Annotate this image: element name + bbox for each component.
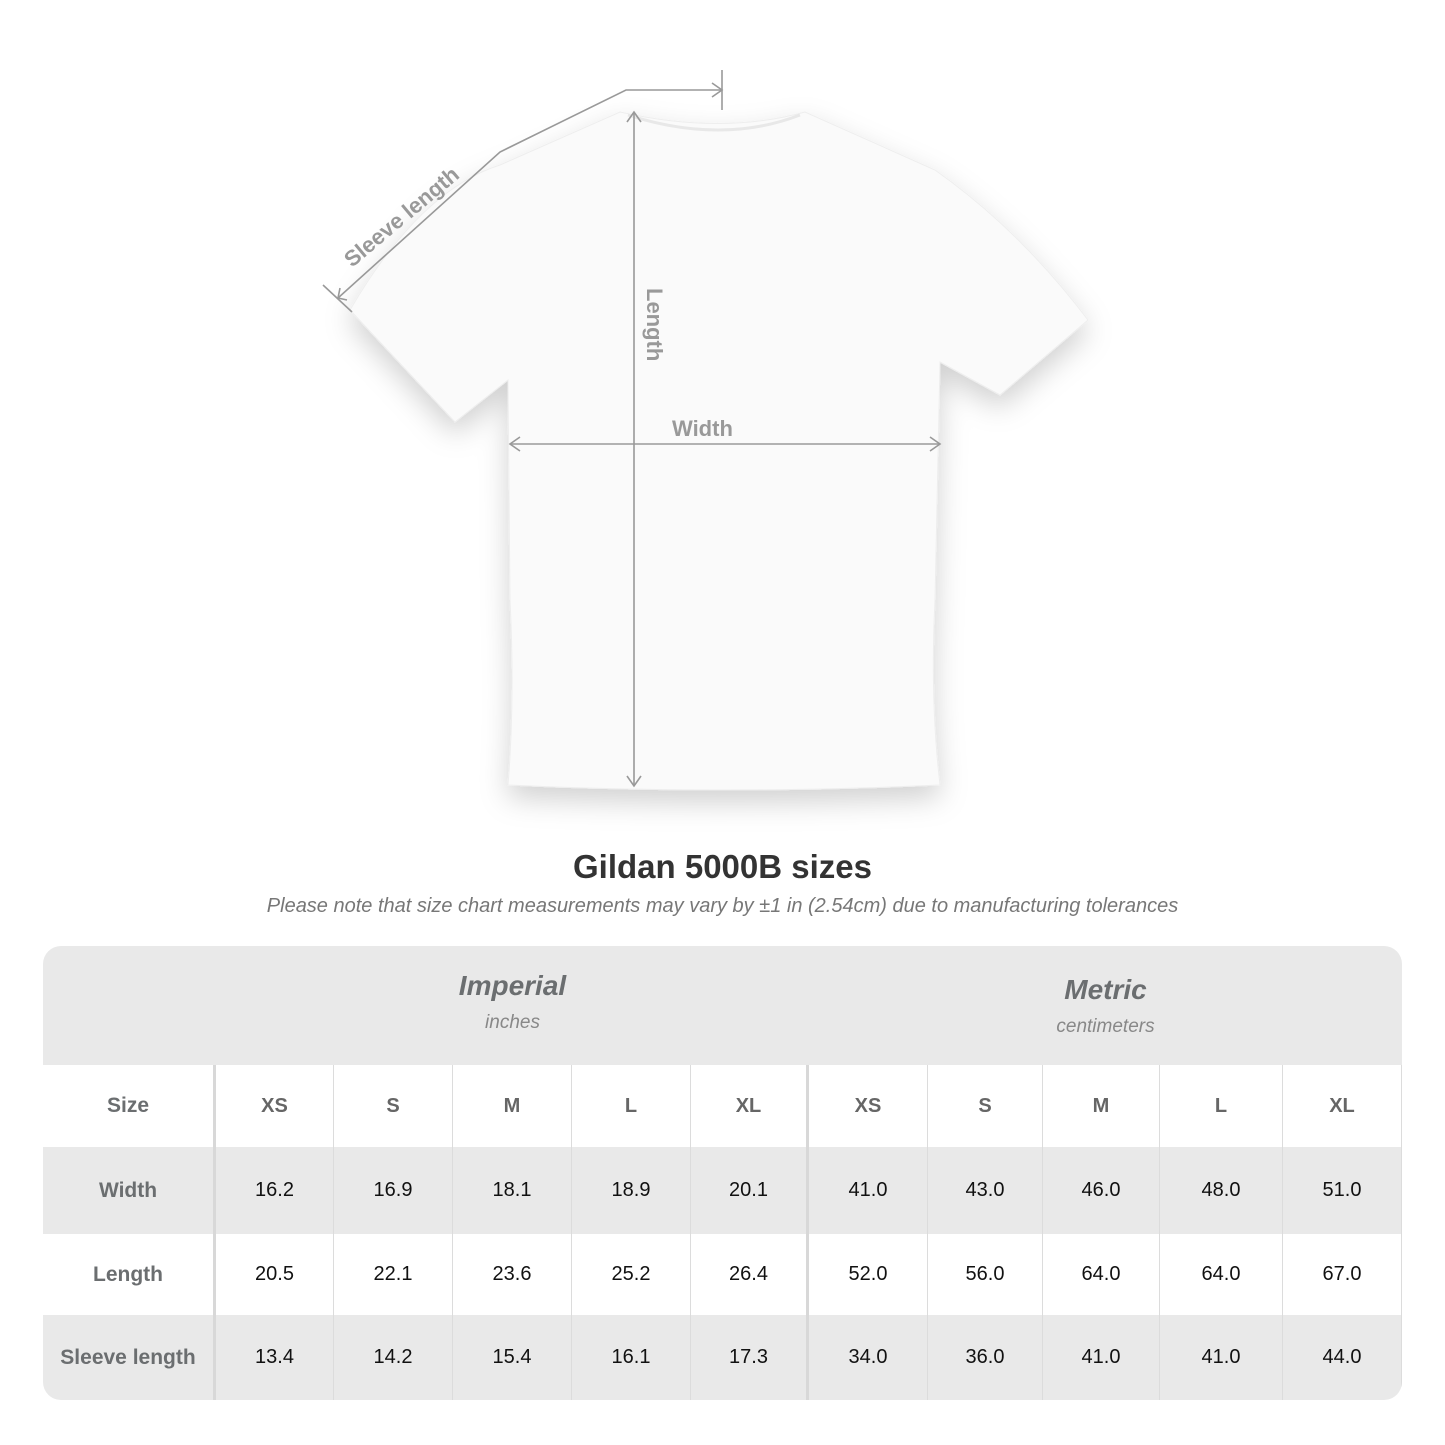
table-cell: 52.0 xyxy=(809,1234,928,1315)
table-cell: M xyxy=(453,1065,572,1147)
width-label: Width xyxy=(672,416,733,441)
table-cell: L xyxy=(572,1065,691,1147)
table-cell: 16.2 xyxy=(216,1147,334,1234)
table-cell: 20.1 xyxy=(691,1147,809,1234)
table-cell: 18.1 xyxy=(453,1147,572,1234)
table-cell: 36.0 xyxy=(928,1315,1043,1400)
table-cell: 25.2 xyxy=(572,1234,691,1315)
tshirt-diagram: Sleeve length Length Width xyxy=(322,70,1089,791)
table-row: Width 16.2 16.9 18.1 18.9 20.1 41.0 43.0 46.0 48.… xyxy=(43,1147,1402,1234)
tshirt-shape xyxy=(349,111,1089,791)
table-cell: 48.0 xyxy=(1160,1147,1283,1234)
table-cell: 15.4 xyxy=(453,1315,572,1400)
table-row: Length 20.5 22.1 23.6 25.2 26.4 52.0 56.0 64.0 64… xyxy=(43,1234,1402,1315)
length-label: Length xyxy=(642,288,667,361)
imperial-title: Imperial xyxy=(458,970,567,1001)
table-cell: 23.6 xyxy=(453,1234,572,1315)
table-cell: 41.0 xyxy=(1160,1315,1283,1400)
table-cell: 16.9 xyxy=(334,1147,453,1234)
table-cell: 51.0 xyxy=(1283,1147,1402,1234)
table-cell: XL xyxy=(1283,1065,1402,1147)
tolerance-note: Please note that size chart measurements… xyxy=(266,895,1179,917)
table-cell: 14.2 xyxy=(334,1315,453,1400)
row-label: Sleeve length xyxy=(43,1315,216,1400)
table-cell: XL xyxy=(691,1065,809,1147)
table-header: Imperial inches Metric centimeters xyxy=(43,946,1402,1065)
table-cell: L xyxy=(1160,1065,1283,1147)
table-cell: 46.0 xyxy=(1043,1147,1160,1234)
table-cell: XS xyxy=(216,1065,334,1147)
table-cell: 41.0 xyxy=(1043,1315,1160,1400)
table-cell: 64.0 xyxy=(1160,1234,1283,1315)
table-cell: S xyxy=(928,1065,1043,1147)
table-cell: 43.0 xyxy=(928,1147,1043,1234)
table-cell: 16.1 xyxy=(572,1315,691,1400)
table-cell: S xyxy=(334,1065,453,1147)
table-cell: 56.0 xyxy=(928,1234,1043,1315)
sleeve-measure-line xyxy=(337,89,722,299)
table-cell: XS xyxy=(809,1065,928,1147)
table-cell: 22.1 xyxy=(334,1234,453,1315)
table-cell: 67.0 xyxy=(1283,1234,1402,1315)
page-title: Gildan 5000B sizes xyxy=(573,848,872,885)
table-cell: 34.0 xyxy=(809,1315,928,1400)
table-cell: 26.4 xyxy=(691,1234,809,1315)
size-table: Imperial inches Metric centimeters Size X… xyxy=(43,946,1402,1400)
table-cell: M xyxy=(1043,1065,1160,1147)
metric-unit: centimeters xyxy=(1056,1016,1155,1037)
table-cell: 41.0 xyxy=(809,1147,928,1234)
row-label: Length xyxy=(43,1234,216,1315)
table-row: Sleeve length 13.4 14.2 15.4 16.1 17.3 34.0 36.… xyxy=(43,1315,1402,1400)
table-cell: 20.5 xyxy=(216,1234,334,1315)
table-cell: 17.3 xyxy=(691,1315,809,1400)
table-cell: 64.0 xyxy=(1043,1234,1160,1315)
row-label: Width xyxy=(43,1147,216,1234)
size-row: Size XS S M L XL XS S M L XL xyxy=(43,1065,1402,1147)
table-cell: 44.0 xyxy=(1283,1315,1402,1400)
table-cell: 18.9 xyxy=(572,1147,691,1234)
table-cell: 13.4 xyxy=(216,1315,334,1400)
imperial-header: Imperial inches xyxy=(216,970,809,1034)
row-label: Size xyxy=(43,1065,216,1147)
imperial-unit: inches xyxy=(485,1012,540,1033)
metric-title: Metric xyxy=(1064,974,1147,1005)
metric-header: Metric centimeters xyxy=(809,974,1402,1038)
